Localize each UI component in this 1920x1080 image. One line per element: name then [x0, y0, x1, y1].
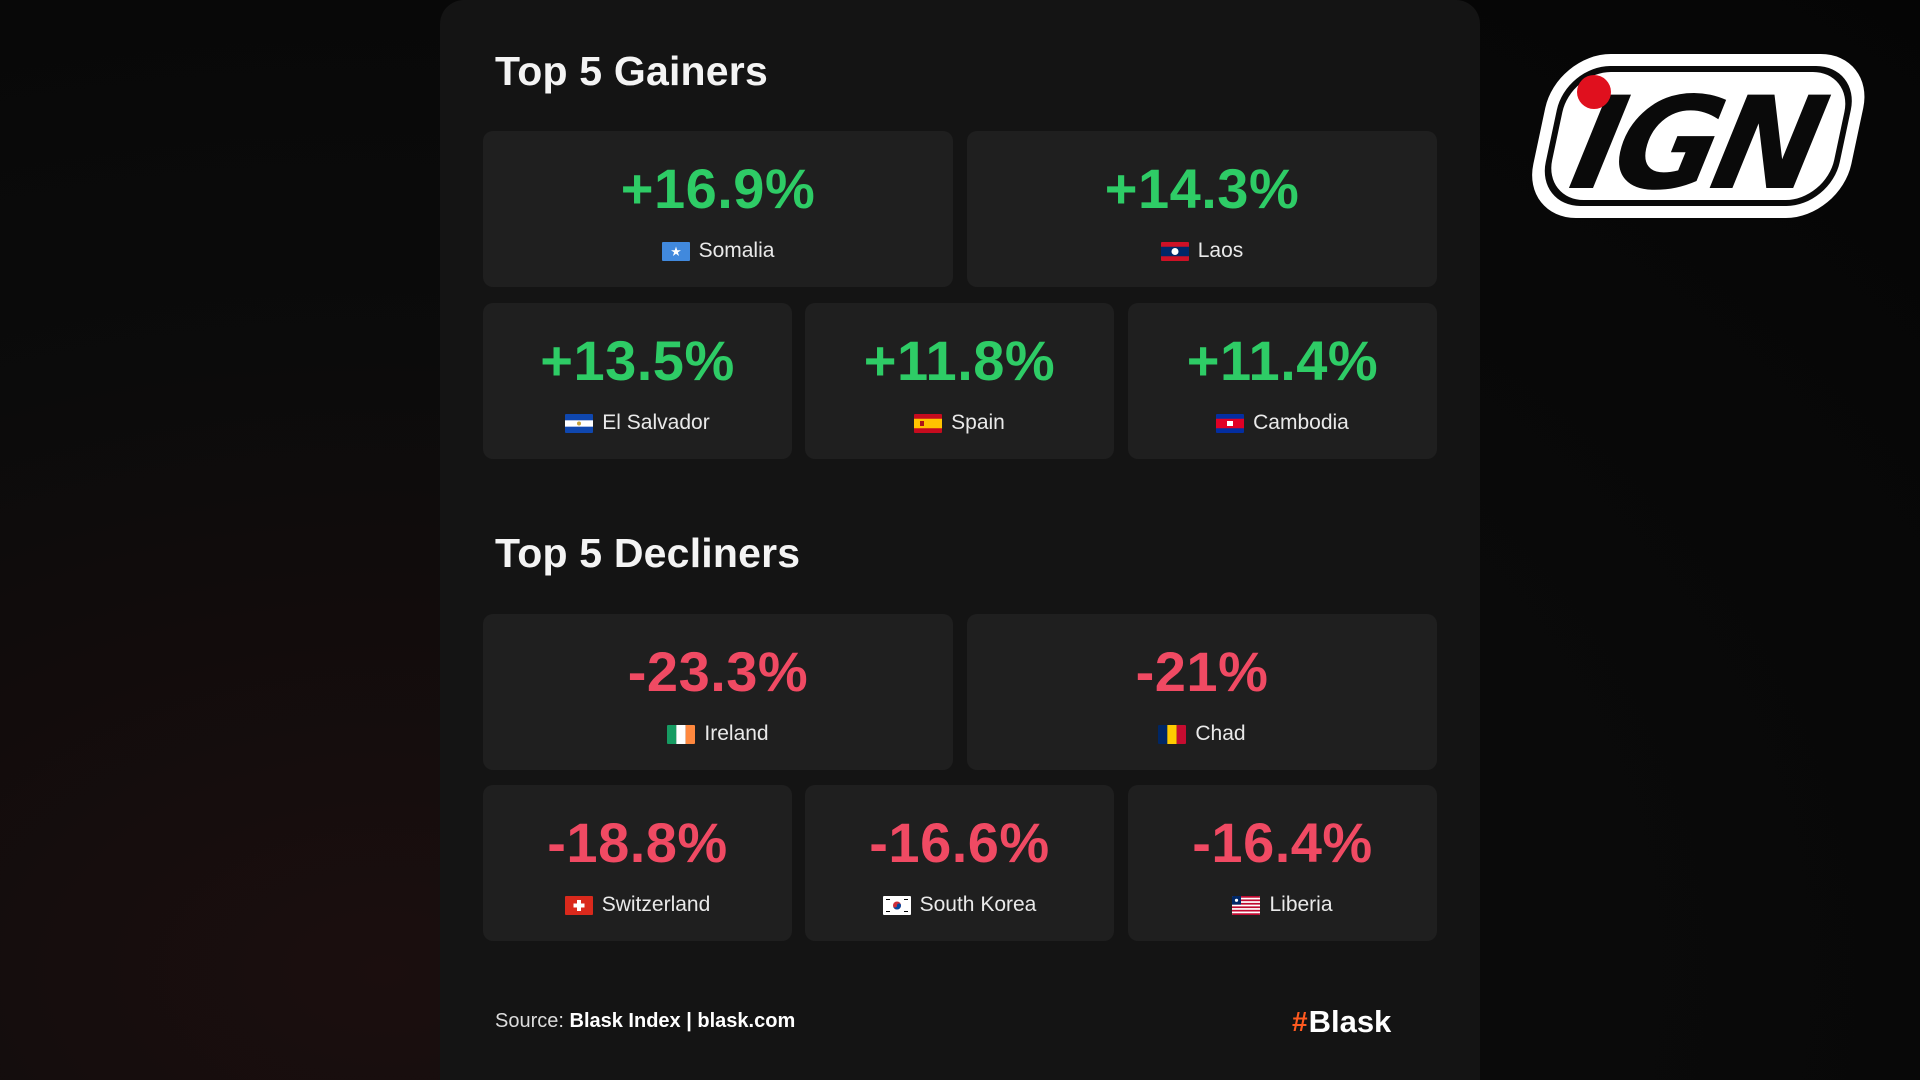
gainer-country: Laos: [1160, 239, 1244, 263]
decliners-title: Top 5 Decliners: [495, 530, 801, 576]
country-name: Cambodia: [1253, 411, 1349, 434]
gainer-value: +16.9%: [620, 157, 816, 220]
decliner-card-south-korea: -16.6% South Korea: [805, 785, 1114, 941]
decliner-country: Chad: [1158, 722, 1246, 746]
gainer-country: Cambodia: [1216, 411, 1349, 435]
decliner-card-ireland: -23.3% Ireland: [483, 614, 953, 770]
source-line: Source: Blask Index | blask.com: [495, 1010, 795, 1033]
country-name: El Salvador: [602, 411, 710, 434]
chad-flag-icon: [1158, 724, 1187, 744]
laos-flag-icon: [1160, 241, 1189, 261]
gainer-value: +11.4%: [1186, 329, 1379, 392]
decliner-value: -21%: [1135, 640, 1269, 703]
logo-dot-icon: [1577, 75, 1611, 109]
country-name: Ireland: [704, 722, 769, 745]
gainer-card-el-salvador: +13.5% El Salvador: [483, 303, 792, 459]
country-name: South Korea: [919, 893, 1037, 916]
cambodia-flag-icon: [1216, 413, 1245, 433]
source-label: Source:: [495, 1010, 564, 1032]
south-korea-flag-icon: [882, 895, 911, 915]
brand-name: Blask: [1308, 1004, 1392, 1039]
gainer-card-somalia: +16.9% Somalia: [483, 131, 953, 287]
source-separator: |: [686, 1010, 692, 1032]
country-name: Somalia: [698, 239, 775, 262]
gainer-value: +13.5%: [540, 329, 735, 392]
country-name: Spain: [951, 411, 1005, 434]
decliner-card-chad: -21% Chad: [967, 614, 1437, 770]
gainer-country: Spain: [914, 411, 1005, 435]
gainer-value: +11.8%: [863, 329, 1056, 392]
gainer-card-spain: +11.8% Spain: [805, 303, 1114, 459]
decliner-country: South Korea: [882, 893, 1037, 917]
decliner-country: Switzerland: [564, 893, 711, 917]
decliner-value: -18.8%: [547, 811, 728, 874]
decliner-value: -23.3%: [627, 640, 809, 703]
gainer-card-cambodia: +11.4% Cambodia: [1128, 303, 1437, 459]
country-name: Liberia: [1269, 893, 1333, 916]
country-name: Switzerland: [601, 893, 711, 916]
source-url[interactable]: blask.com: [697, 1010, 796, 1032]
decliner-value: -16.6%: [869, 811, 1050, 874]
el-salvador-flag-icon: [565, 413, 594, 433]
ireland-flag-icon: [667, 724, 696, 744]
decliner-country: Liberia: [1232, 893, 1333, 917]
gainer-value: +14.3%: [1104, 157, 1300, 220]
gainer-card-laos: +14.3% Laos: [967, 131, 1437, 287]
decliner-value: -16.4%: [1192, 811, 1373, 874]
gainers-title: Top 5 Gainers: [495, 48, 768, 94]
liberia-flag-icon: [1232, 895, 1261, 915]
blask-logo: # Blask: [1292, 1004, 1391, 1040]
gainer-country: El Salvador: [565, 411, 710, 435]
country-name: Chad: [1195, 722, 1246, 745]
decliner-country: Ireland: [667, 722, 769, 746]
hash-icon: #: [1292, 1006, 1308, 1037]
gainer-country: Somalia: [661, 239, 775, 263]
infographic-panel: Top 5 Gainers +16.9% Somalia +14.3% Laos…: [440, 0, 1480, 1080]
switzerland-flag-icon: [564, 895, 593, 915]
decliner-card-switzerland: -18.8% Switzerland: [483, 785, 792, 941]
country-name: Laos: [1197, 239, 1244, 262]
source-name: Blask Index: [569, 1010, 681, 1032]
spain-flag-icon: [914, 413, 943, 433]
somalia-flag-icon: [661, 241, 690, 261]
ign-logo: IGN: [1532, 54, 1865, 219]
decliner-card-liberia: -16.4% Liberia: [1128, 785, 1437, 941]
